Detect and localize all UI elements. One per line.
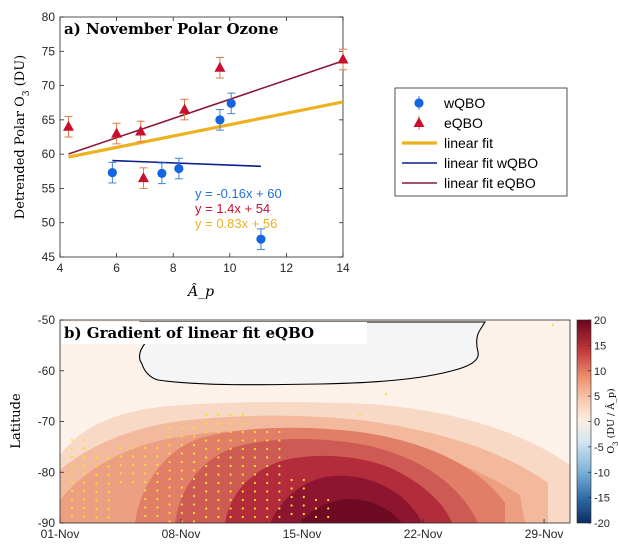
panel-a-axes-box [59, 16, 344, 258]
contour-level-18-20 [300, 499, 402, 523]
y-tick-label: 65 [42, 113, 56, 127]
y-tick-label: -90 [38, 516, 56, 530]
colorbar-tick-label: 5 [594, 391, 600, 403]
legend-label: linear fit [444, 135, 493, 151]
legend-entry: eQBO [413, 115, 483, 131]
colorbar-label: O3 (DU / Â_p) [605, 388, 618, 453]
x-tick-label: 12 [280, 261, 294, 275]
fit-equation: y = -0.16x + 60 [195, 186, 282, 201]
fit-line-linear-fit [68, 100, 343, 159]
panel-a-y-ticks: 45 50 55 60 65 70 75 80 [42, 10, 343, 264]
y-tick-label: -80 [38, 465, 56, 479]
panel-a-x-label: Â_p [186, 282, 214, 300]
eQBO-point [137, 167, 149, 189]
legend-label: linear fit wQBO [444, 155, 538, 171]
wQBO-point [174, 157, 184, 180]
legend-label: linear fit eQBO [444, 175, 536, 191]
legend-label: wQBO [443, 95, 485, 111]
panel-b-heatmap [60, 320, 570, 523]
y-tick-label: 80 [42, 10, 56, 24]
significance-dots [70, 323, 555, 523]
colorbar-tick-label: -10 [594, 467, 610, 479]
panel-a-y-label: Detrended Polar O3 (DU) [13, 55, 32, 219]
eQBO-point [179, 98, 191, 121]
x-tick-label: 6 [113, 261, 120, 275]
x-tick-label: 01-Nov [41, 527, 80, 541]
x-tick-label: 8 [170, 261, 177, 275]
y-tick-label: 45 [42, 250, 56, 264]
x-tick-label: 4 [57, 261, 64, 275]
panel-a-title: a) November Polar Ozone [64, 20, 279, 38]
panel-b-title-background [62, 322, 367, 344]
y-tick-label: 60 [42, 147, 56, 161]
eQBO-point [62, 115, 74, 138]
legend: wQBO eQBO linear fit linear fit wQBO linear … [394, 87, 568, 197]
panel-a-fit-lines [68, 60, 343, 168]
fit-equation: y = 0.83x + 56 [195, 216, 277, 231]
fit-line-linear-fit-eQBO [68, 60, 343, 155]
panel-b-x-ticks: 01-Nov 08-Nov 15-Nov 22-Nov 29-Nov [41, 519, 564, 541]
eQBO-point [135, 120, 147, 143]
panel-b-title: b) Gradient of linear fit eQBO [64, 324, 314, 342]
wQBO-point [107, 161, 117, 184]
legend-label: eQBO [444, 115, 483, 131]
panel-a-points [62, 48, 349, 250]
y-tick-label: 50 [42, 216, 56, 230]
y-tick-label: 75 [42, 44, 56, 58]
colorbar-tick-label: -5 [594, 442, 604, 454]
colorbar-tick-label: 10 [594, 366, 606, 378]
y-tick-label: 55 [42, 181, 56, 195]
colorbar-tick-label: 0 [594, 417, 600, 429]
colorbar-ticks: 20 15 10 5 0 -5 -10 -15 -20 [588, 315, 610, 530]
x-tick-label: 22-Nov [404, 527, 443, 541]
eQBO-point [111, 122, 123, 145]
wQBO-point [256, 228, 266, 250]
legend-entry: linear fit wQBO [402, 155, 538, 171]
legend-entry: wQBO [414, 95, 485, 111]
panel-b-y-label: Latitude [9, 393, 24, 449]
fit-equation: y = 1.4x + 54 [195, 201, 270, 216]
colorbar-tick-label: 20 [594, 315, 606, 327]
x-tick-label: 14 [336, 261, 350, 275]
x-tick-label: 10 [223, 261, 237, 275]
colorbar-tick-label: -15 [594, 493, 610, 505]
x-tick-label: 15-Nov [283, 527, 322, 541]
x-tick-label: 08-Nov [162, 527, 201, 541]
panel-a-equations: y = -0.16x + 60y = 1.4x + 54y = 0.83x + … [195, 186, 282, 231]
legend-entry: linear fit [402, 135, 493, 151]
wQBO-point [215, 109, 225, 131]
y-tick-label: -60 [38, 364, 56, 378]
panel-b: -50-60-70-80-90 01-Nov 08-Nov 15-Nov 22-Nov… [9, 313, 618, 541]
wQBO-point [157, 162, 167, 185]
legend-entry: linear fit eQBO [402, 175, 536, 191]
panel-a: 45 50 55 60 65 70 75 80 4 6 8 10 12 14 a) November P… [13, 10, 350, 300]
colorbar-tick-label: -20 [594, 518, 610, 530]
y-tick-label: -50 [38, 313, 56, 327]
fit-line-linear-fit-wQBO [112, 159, 261, 168]
colorbar-tick-label: 15 [594, 340, 606, 352]
eQBO-point [214, 56, 226, 79]
eQBO-point [337, 48, 349, 71]
x-tick-label: 29-Nov [525, 527, 564, 541]
panel-b-y-ticks: -50 -60 -70 -80 -90 [38, 313, 64, 530]
wQBO-point [226, 92, 236, 115]
panel-a-x-ticks: 4 6 8 10 12 14 [57, 17, 350, 275]
y-tick-label: -70 [38, 415, 56, 429]
y-tick-label: 70 [42, 79, 56, 93]
